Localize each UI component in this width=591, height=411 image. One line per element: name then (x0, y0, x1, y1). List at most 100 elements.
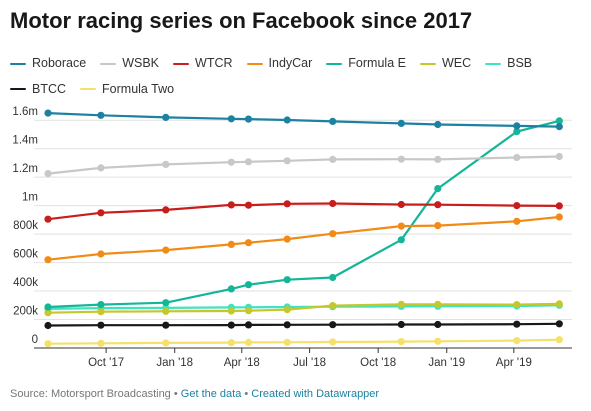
data-point-btcc (162, 321, 170, 329)
legend-item-roborace: Roborace (10, 52, 86, 75)
data-point-roborace (44, 109, 52, 117)
legend-swatch (80, 87, 97, 91)
y-tick-label: 1.4m (12, 135, 38, 147)
data-point-btcc (513, 320, 521, 328)
data-point-indycar (227, 240, 235, 248)
data-point-formula-two (227, 339, 235, 347)
data-point-roborace (97, 111, 105, 119)
chart-footer: Source: Motorsport Broadcasting • Get th… (10, 388, 379, 400)
datawrapper-link[interactable]: Created with Datawrapper (251, 388, 380, 400)
legend-swatch (485, 62, 502, 65)
data-point-wec (227, 307, 235, 315)
data-point-formula-e (227, 285, 235, 293)
y-tick-label: 1.6m (12, 106, 38, 118)
x-tick-label: Apr '18 (224, 357, 260, 369)
legend-label: Roborace (32, 56, 87, 71)
x-tick-label: Oct '17 (88, 357, 124, 369)
data-point-wtcr (227, 201, 235, 209)
data-point-indycar (513, 217, 521, 225)
data-point-wsbk (397, 155, 405, 163)
x-tick-label: Jan '18 (156, 357, 193, 369)
data-point-wtcr (44, 215, 52, 223)
data-point-roborace (329, 117, 337, 125)
data-point-formula-two (434, 337, 442, 345)
data-point-formula-e (329, 273, 337, 282)
data-point-formula-two (162, 339, 170, 347)
x-tick-label: Apr '19 (496, 357, 532, 369)
series-line-btcc (46, 322, 561, 327)
data-point-formula-two (555, 336, 563, 344)
data-point-formula-two (283, 338, 291, 346)
separator: • (170, 388, 181, 400)
legend-label: WSBK (122, 56, 160, 71)
series-line-indycar (46, 215, 561, 261)
data-point-wtcr (283, 200, 291, 208)
x-tick-label: Jul '18 (293, 357, 326, 369)
data-point-wtcr (329, 199, 337, 208)
separator: • (241, 388, 252, 400)
chart-legend: Roborace WSBK WTCR IndyCar Formula E WEC BSB BT… (10, 50, 580, 101)
data-point-wtcr (162, 206, 170, 214)
legend-label: WEC (441, 56, 472, 71)
legend-item-btcc: BTCC (10, 78, 66, 101)
data-point-formula-two (329, 338, 337, 346)
series-line-wsbk (46, 155, 561, 175)
data-point-formula-e (434, 185, 442, 193)
data-point-wec (244, 307, 253, 315)
data-point-btcc (97, 321, 105, 329)
x-tick-label: Jan '19 (428, 357, 465, 369)
series-line-formula-two (46, 338, 561, 345)
data-point-formula-e (162, 299, 170, 307)
legend-item-wtcr: WTCR (173, 52, 233, 75)
get-data-link[interactable]: Get the data (180, 388, 242, 400)
data-point-wtcr (397, 200, 405, 209)
data-point-formula-e (283, 276, 291, 284)
data-point-wec (513, 301, 521, 309)
data-point-wsbk (329, 155, 337, 163)
data-point-indycar (397, 222, 405, 230)
data-point-btcc (283, 321, 291, 329)
data-point-btcc (227, 321, 235, 329)
data-point-formula-e (44, 303, 52, 311)
data-point-wsbk (97, 164, 105, 172)
data-point-wsbk (162, 160, 170, 168)
data-point-indycar (44, 256, 52, 264)
data-point-wtcr (434, 201, 442, 209)
y-tick-label: 400k (13, 277, 38, 289)
data-point-wtcr (97, 209, 105, 217)
data-point-btcc (244, 321, 253, 329)
data-point-formula-two (397, 338, 405, 346)
data-point-wtcr (513, 202, 521, 210)
data-point-btcc (555, 320, 563, 328)
legend-label: WTCR (195, 56, 233, 71)
data-point-roborace (555, 123, 563, 131)
legend-label: Formula Two (102, 81, 175, 96)
legend-swatch (326, 62, 343, 65)
source-note: Source: Motorsport Broadcasting (10, 388, 171, 400)
data-point-wsbk (244, 158, 253, 166)
data-point-formula-e (513, 128, 521, 136)
data-point-wtcr (555, 202, 563, 210)
x-tick-label: Oct '18 (360, 357, 396, 369)
legend-swatch (419, 62, 436, 65)
data-point-btcc (329, 321, 337, 329)
y-tick-label: 1.2m (12, 163, 38, 175)
data-point-wsbk (283, 157, 291, 165)
legend-swatch (173, 62, 190, 65)
legend-item-wec: WEC (419, 52, 472, 75)
data-point-indycar (329, 230, 337, 238)
data-point-roborace (434, 120, 442, 129)
data-point-btcc (44, 321, 52, 330)
data-point-roborace (397, 119, 405, 127)
y-tick-label: 800k (13, 220, 38, 232)
data-point-roborace (244, 115, 253, 123)
legend-item-bsb: BSB (485, 52, 532, 75)
data-point-roborace (513, 122, 521, 130)
data-point-indycar (555, 213, 563, 221)
data-point-wec (329, 302, 337, 310)
data-point-wec (97, 308, 105, 316)
data-point-indycar (434, 222, 442, 230)
data-point-formula-e (244, 281, 253, 289)
data-point-indycar (244, 239, 253, 247)
